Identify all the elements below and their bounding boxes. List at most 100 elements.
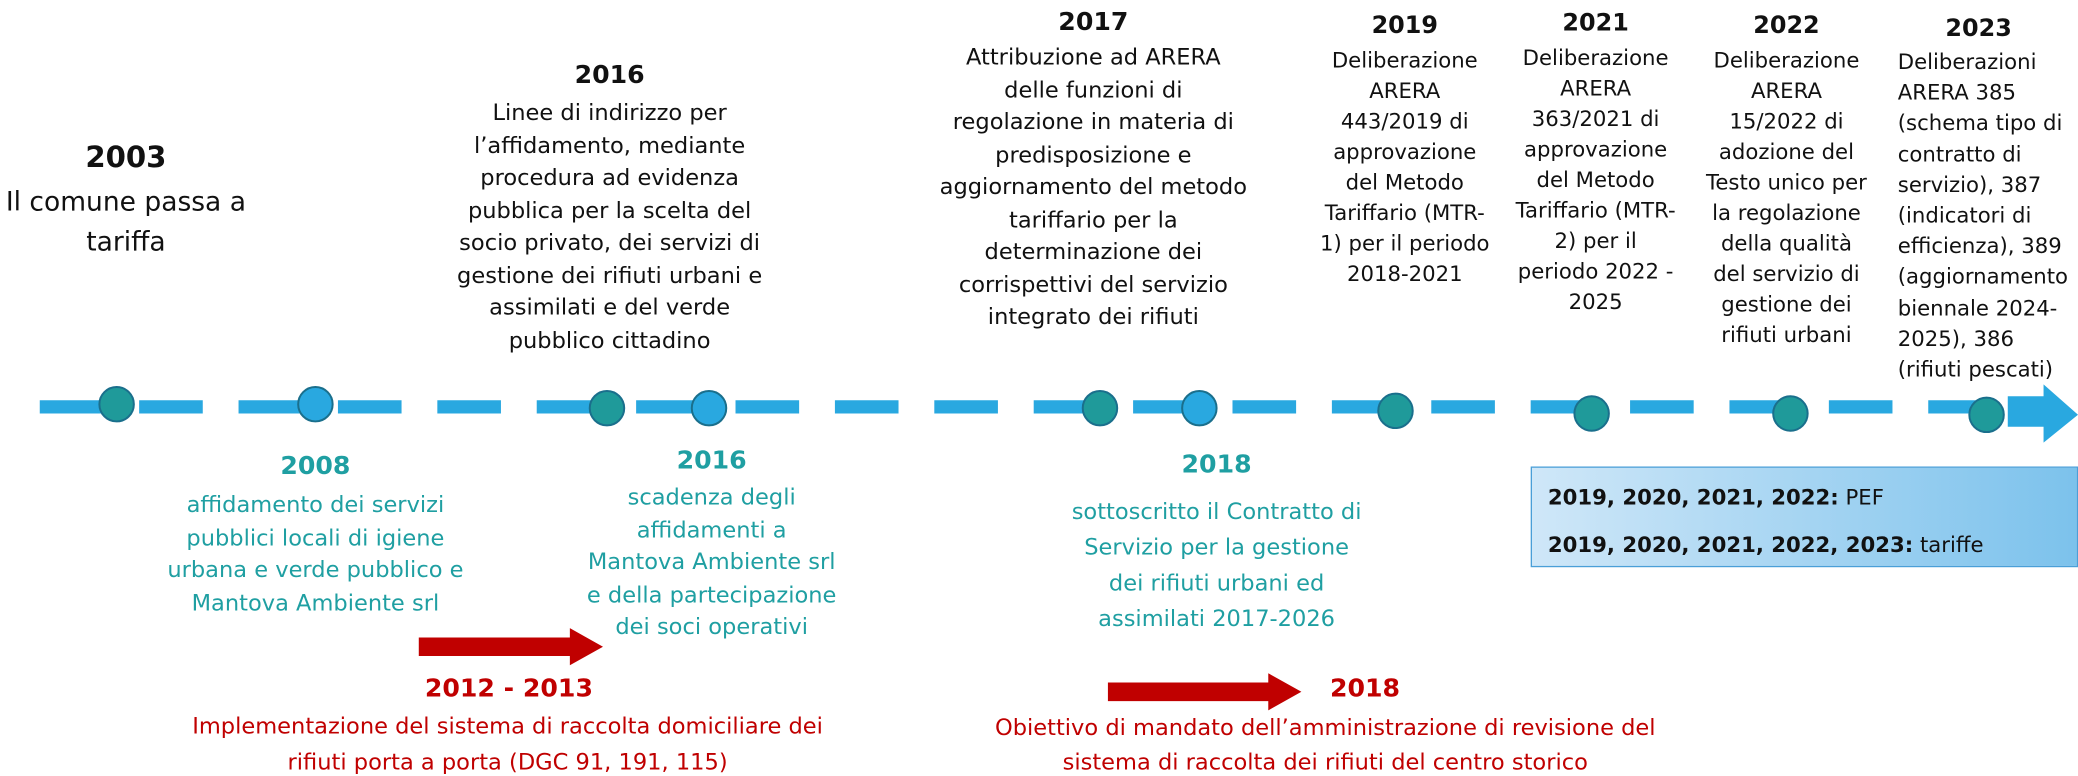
marker — [1772, 395, 1809, 432]
box-row: 2019, 2020, 2021, 2022: PEF — [1548, 484, 1884, 509]
marker — [1081, 389, 1119, 427]
event-year: 2018 — [1181, 449, 1252, 480]
marker — [98, 385, 135, 423]
event-text: pubblica per la scelta del — [467, 197, 752, 224]
event-text: del Metodo — [1536, 166, 1655, 193]
event-text: Testo unico per — [1706, 169, 1867, 195]
event-text: tariffa — [86, 225, 166, 258]
event-text: adozione del — [1718, 139, 1854, 165]
event-text: approvazione — [1524, 136, 1668, 162]
timeline-arrow — [2007, 384, 2078, 443]
box-years: 2019, 2020, 2021, 2022: — [1547, 484, 1839, 510]
event-text: l’affidamento, mediante — [473, 132, 746, 160]
event-text: Mantova Ambiente srl — [191, 589, 440, 617]
event-text: Obiettivo di mandato dell’amministrazion… — [994, 714, 1656, 742]
red-arrow — [418, 628, 603, 666]
event-text: regolazione in materia di — [952, 109, 1234, 136]
box-row: 2019, 2020, 2021, 2022, 2023: tariffe — [1548, 532, 1984, 557]
event-text: assimilati 2017-2026 — [1098, 606, 1336, 633]
event-year: 2018 — [1329, 673, 1401, 704]
event-year: 2003 — [85, 141, 167, 175]
event-text: pubblici locali di igiene — [186, 524, 445, 552]
event-text: predisposizione e — [995, 141, 1192, 169]
event-text: sistema di raccolta dei rifiuti del cent… — [1062, 749, 1588, 776]
tariff-box: 2019, 2020, 2021, 2022: PEF 2019, 2020, 2… — [1530, 466, 2078, 568]
event-text: pubblico cittadino — [508, 327, 711, 354]
event-year: 2022 — [1753, 11, 1820, 40]
event-text: Servizio per la gestione — [1084, 534, 1349, 562]
event-text: del Metodo — [1345, 169, 1464, 195]
event-text: efficienza), 389 — [1897, 233, 2062, 259]
event-year: 2019 — [1371, 11, 1438, 40]
event-text: (schema tipo di — [1897, 110, 2063, 136]
event-text: Deliberazioni — [1897, 49, 2037, 75]
event-text: socio privato, dei servizi di — [459, 229, 761, 257]
event-text: (indicatori di — [1897, 202, 2032, 228]
event-text: rifiuti urbani — [1721, 322, 1852, 348]
event-text: ARERA — [1369, 78, 1441, 104]
event-text: biennale 2024- — [1897, 294, 2058, 321]
event-text: tariffario per la — [1009, 206, 1178, 234]
event-text: sottoscritto il Contratto di — [1071, 498, 1362, 526]
event-text: procedura ad evidenza — [480, 164, 739, 192]
event-text: 2025 — [1568, 288, 1623, 315]
event-text: aggiornamento del metodo — [939, 174, 1248, 201]
event-text: 2025), 386 — [1897, 325, 2014, 351]
event-text: Mantova Ambiente srl — [587, 549, 836, 576]
event-text: affidamenti a — [636, 516, 787, 544]
marker — [1573, 395, 1610, 432]
event-text: rifiuti porta a porta (DGC 91, 191, 115) — [287, 749, 728, 776]
event-text: Tariffario (MTR- — [1515, 197, 1676, 223]
box-label: tariffe — [1919, 532, 1984, 558]
event-text: dei rifiuti urbani ed — [1108, 570, 1325, 598]
event-text: corrispettivi del servizio — [958, 271, 1228, 299]
marker — [1181, 389, 1218, 427]
event-text: affidamento dei servizi — [186, 492, 445, 519]
event-text: (aggiornamento — [1897, 264, 2069, 290]
event-text: determinazione dei — [984, 239, 1203, 266]
event-text: 15/2022 di — [1729, 108, 1844, 134]
box-years: 2019, 2020, 2021, 2022, 2023: — [1547, 532, 1914, 558]
event-text: Il comune passa a — [5, 185, 246, 218]
event-text: ARERA 385 — [1897, 79, 2017, 105]
event-text: Tariffario (MTR- — [1324, 200, 1485, 226]
event-text: approvazione — [1333, 139, 1477, 165]
event-text: assimilati e del verde — [489, 294, 731, 322]
event-year: 2008 — [280, 451, 351, 481]
event-text: (rifiuti pescati) — [1897, 356, 2054, 382]
event-text: gestione dei — [1721, 291, 1852, 317]
event-text: 2018-2021 — [1346, 261, 1463, 287]
timeline-markers — [98, 385, 2005, 434]
event-year: 2017 — [1058, 7, 1129, 37]
event-text: scadenza degli — [627, 484, 796, 511]
marker — [1377, 392, 1414, 430]
red-arrow — [1107, 673, 1302, 711]
event-text: delle funzioni di — [1004, 76, 1183, 104]
event-text: dei soci operativi — [615, 614, 808, 641]
marker — [690, 389, 728, 427]
box-label: PEF — [1845, 484, 1884, 510]
event-text: Linee di indirizzo per — [492, 100, 727, 127]
event-text: e della partecipazione — [586, 581, 837, 609]
event-text: la regolazione — [1712, 200, 1861, 226]
event-text: 2) per il — [1554, 227, 1637, 254]
event-text: del servizio di — [1713, 261, 1860, 287]
event-text: urbana e verde pubblico e — [167, 557, 464, 584]
event-text: ARERA — [1750, 78, 1822, 104]
marker — [588, 389, 626, 427]
event-text: 1) per il periodo — [1320, 230, 1490, 256]
event-text: 443/2019 di — [1340, 108, 1469, 134]
event-year: 2023 — [1945, 14, 2012, 43]
event-year: 2016 — [676, 445, 747, 476]
event-text: Attribuzione ad ARERA — [966, 44, 1221, 71]
event-year: 2012 - 2013 — [424, 673, 593, 704]
event-text: gestione dei rifiuti urbani e — [457, 262, 763, 289]
event-text: Deliberazione — [1331, 47, 1478, 73]
marker — [1968, 396, 2005, 434]
event-text: periodo 2022 - — [1517, 258, 1674, 284]
marker — [297, 385, 334, 423]
event-text: integrato dei rifiuti — [987, 304, 1199, 331]
